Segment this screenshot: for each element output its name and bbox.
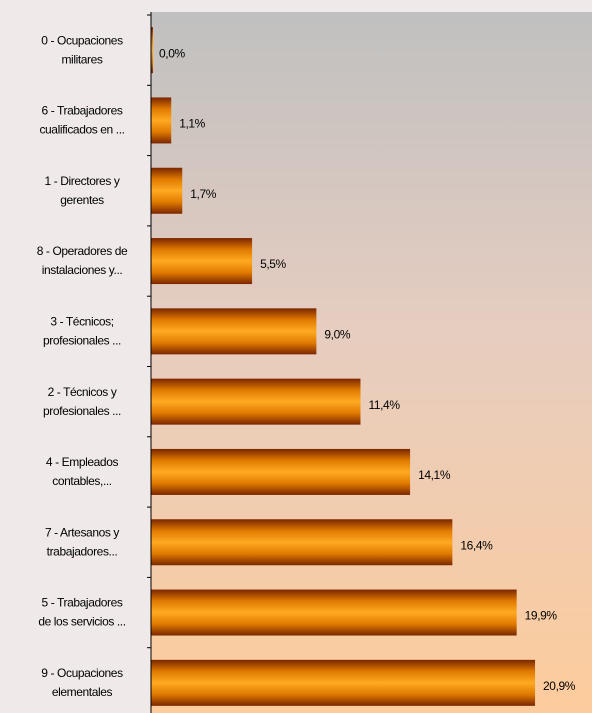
y-tick-label: 6 - Trabajadores xyxy=(42,104,123,118)
value-label: 20,9% xyxy=(543,679,576,693)
value-label: 5,5% xyxy=(260,257,286,271)
value-label: 1,7% xyxy=(190,187,216,201)
bar xyxy=(151,167,183,214)
y-tick-label: elementales xyxy=(52,685,113,699)
y-tick-label: 8 - Operadores de xyxy=(37,244,128,258)
y-tick-label: contables,... xyxy=(52,474,112,488)
bar xyxy=(151,589,517,636)
value-label: 19,9% xyxy=(525,609,558,623)
value-label: 14,1% xyxy=(418,468,451,482)
value-label: 11,4% xyxy=(368,398,400,412)
y-tick-label: 1 - Directores y xyxy=(45,174,120,188)
bar xyxy=(151,448,411,495)
y-tick-label: 4 - Empleados xyxy=(46,455,119,469)
y-tick-label: 9 - Ocupaciones xyxy=(41,666,123,680)
bar xyxy=(151,659,536,706)
y-tick-label: 0 - Ocupaciones xyxy=(41,33,123,47)
bar xyxy=(151,97,172,144)
y-tick-label: 7 - Artesanos y xyxy=(45,525,119,539)
y-tick-label: 3 - Técnicos; xyxy=(50,315,113,329)
bar xyxy=(151,519,453,566)
value-label: 0,0% xyxy=(159,46,185,60)
y-tick-label: militares xyxy=(61,52,102,66)
y-tick-label: instalaciones y... xyxy=(42,263,123,277)
bar xyxy=(151,238,253,285)
y-tick-label: trabajadores... xyxy=(47,544,118,558)
y-tick-label: profesionales ... xyxy=(43,334,121,348)
y-tick-label: 2 - Técnicos y xyxy=(48,385,117,399)
value-label: 1,1% xyxy=(179,117,205,131)
y-tick-label: de los servicios ... xyxy=(38,615,125,629)
bar xyxy=(151,378,361,425)
value-label: 9,0% xyxy=(324,328,350,342)
value-label: 16,4% xyxy=(460,538,493,552)
y-tick-label: gerentes xyxy=(60,193,104,207)
bar xyxy=(151,27,153,74)
y-tick-label: cualificados en ... xyxy=(39,123,124,137)
bar xyxy=(151,308,317,355)
y-tick-label: profesionales ... xyxy=(43,404,121,418)
y-tick-label: 5 - Trabajadores xyxy=(42,596,123,610)
